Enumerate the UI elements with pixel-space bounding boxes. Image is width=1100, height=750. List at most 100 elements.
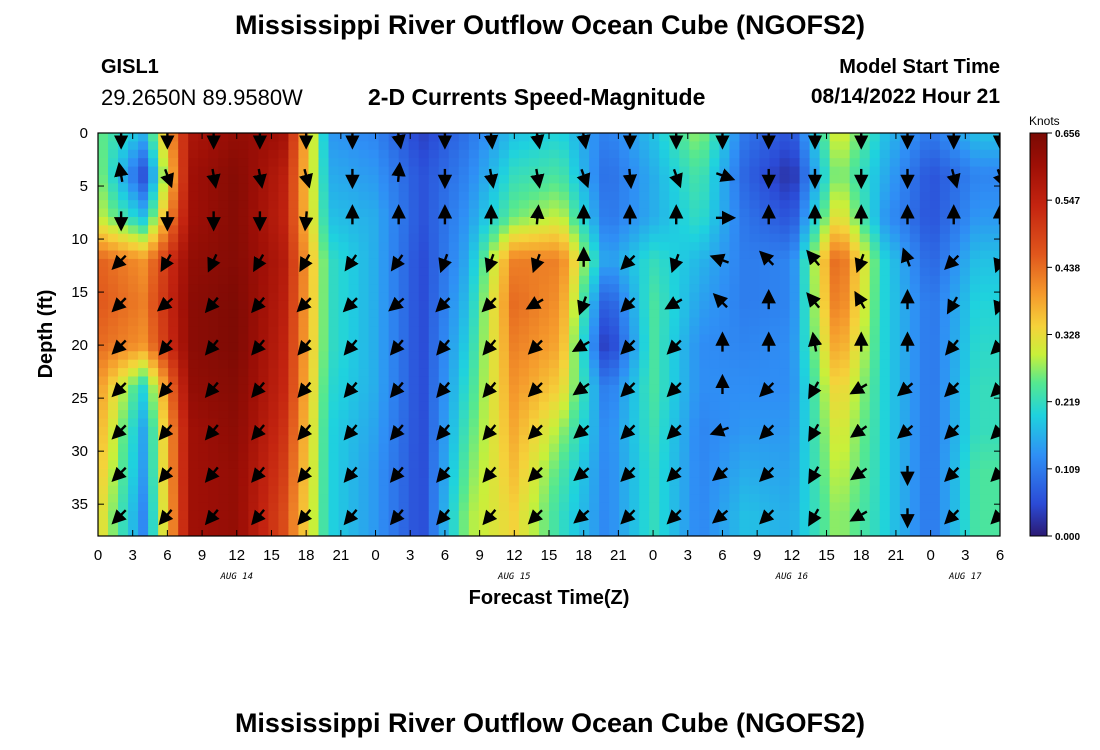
heatmap-cell (208, 460, 219, 470)
heatmap-cell (168, 393, 179, 403)
heatmap-cell (128, 133, 139, 142)
heatmap-cell (318, 309, 330, 319)
heatmap-cell (508, 426, 520, 436)
heatmap-cell (368, 510, 380, 520)
heatmap-cell (458, 258, 470, 268)
heatmap-cell (549, 510, 560, 520)
current-vector-arrow (990, 509, 1000, 525)
heatmap-cell (268, 527, 279, 536)
heatmap-cell (829, 225, 841, 235)
heatmap-cell (338, 183, 350, 193)
heatmap-cell (839, 443, 851, 453)
heatmap-cell (559, 300, 570, 310)
heatmap-cell (538, 519, 550, 529)
heatmap-cell (709, 141, 720, 151)
heatmap-cell (538, 477, 550, 487)
heatmap-cell (508, 309, 520, 319)
heatmap-cell (448, 426, 460, 436)
heatmap-cell (138, 250, 149, 260)
colorbar-tick-label: 0.219 (1055, 398, 1080, 409)
heatmap-cell (609, 267, 620, 277)
heatmap-cell (609, 510, 620, 520)
heatmap-cell (528, 418, 540, 428)
heatmap-cell (208, 250, 219, 260)
current-vector-arrow (160, 254, 174, 273)
heatmap-cell (899, 174, 911, 184)
heatmap-cell (829, 200, 841, 210)
heatmap-cell (378, 284, 390, 294)
heatmap-cell (909, 418, 921, 428)
heatmap-cell (879, 468, 891, 478)
heatmap-cell (338, 158, 350, 168)
heatmap-cell (799, 494, 811, 504)
heatmap-cell (378, 317, 390, 327)
heatmap-cell (889, 216, 901, 226)
heatmap-cell (378, 149, 390, 159)
heatmap-cell (619, 477, 630, 487)
heatmap-cell (709, 166, 720, 176)
heatmap-cell (218, 477, 229, 487)
x-tick-label: 9 (475, 547, 483, 564)
heatmap-cell (288, 141, 300, 151)
heatmap-cell (929, 435, 941, 445)
heatmap-cell (569, 527, 580, 536)
heatmap-cell (238, 477, 249, 487)
heatmap-cell (398, 225, 410, 235)
heatmap-cell (899, 418, 911, 428)
heatmap-cell (739, 275, 751, 285)
heatmap-cell (699, 477, 710, 487)
heatmap-cell (478, 359, 490, 369)
heatmap-cell (559, 141, 570, 151)
heatmap-cell (659, 426, 670, 436)
heatmap-cell (619, 460, 630, 470)
current-vector-arrow (204, 296, 220, 314)
heatmap-cell (649, 401, 660, 411)
heatmap-cell (508, 401, 520, 411)
heatmap-cell (949, 149, 961, 159)
heatmap-cell (969, 158, 981, 168)
heatmap-cell (338, 351, 350, 361)
heatmap-cell (769, 141, 781, 151)
heatmap-cell (158, 275, 169, 285)
heatmap-cell (919, 141, 931, 151)
heatmap-cell (879, 359, 891, 369)
heatmap-cell (959, 292, 971, 302)
heatmap-cell (368, 174, 380, 184)
heatmap-cell (118, 502, 129, 512)
heatmap-cell (478, 326, 490, 336)
heatmap-cell (178, 351, 189, 361)
heatmap-cell (839, 494, 851, 504)
heatmap-cell (589, 435, 600, 445)
heatmap-cell (699, 468, 710, 478)
heatmap-cell (969, 418, 981, 428)
heatmap-cell (739, 342, 751, 352)
heatmap-cell (348, 460, 360, 470)
heatmap-cell (98, 359, 109, 369)
heatmap-cell (458, 141, 470, 151)
heatmap-cell (278, 200, 290, 210)
current-vector-arrow (389, 424, 405, 441)
heatmap-cell (929, 258, 941, 268)
heatmap-cell (268, 359, 279, 369)
heatmap-cell (859, 158, 871, 168)
heatmap-cell (318, 225, 330, 235)
heatmap-cell (829, 326, 841, 336)
heatmap-cell (338, 309, 350, 319)
heatmap-cell (719, 342, 730, 352)
heatmap-cell (158, 527, 169, 536)
heatmap-cell (458, 300, 470, 310)
heatmap-cell (679, 258, 690, 268)
heatmap-cell (428, 326, 440, 336)
heatmap-cell (559, 393, 570, 403)
heatmap-cell (789, 300, 801, 310)
heatmap-cell (458, 225, 470, 235)
heatmap-cell (789, 225, 801, 235)
heatmap-cell (569, 267, 580, 277)
heatmap-cell (549, 284, 560, 294)
heatmap-cell (569, 351, 580, 361)
heatmap-cell (809, 452, 821, 462)
heatmap-cell (819, 317, 831, 327)
heatmap-cell (859, 527, 871, 536)
heatmap-cell (488, 309, 500, 319)
heatmap-cell (839, 225, 851, 235)
